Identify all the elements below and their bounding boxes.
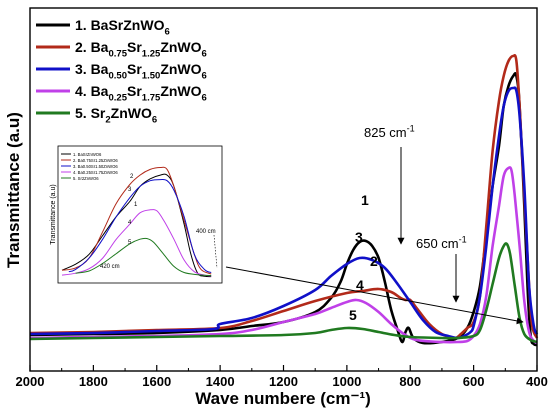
- inset-peak-label-2: 2: [130, 174, 134, 180]
- x-tick-label: 400: [526, 374, 548, 389]
- inset-annotation-400-line: [213, 234, 218, 269]
- inset-series-line-5: [75, 237, 212, 276]
- inset-frame: [57, 145, 223, 284]
- x-ticks: 2000 1800 1600 1400 1200 1000 800 600 400: [16, 365, 548, 389]
- wavenumber-annotations: 825 cm-1 650 cm-1: [364, 124, 467, 251]
- annotation-825: 825 cm-1: [364, 124, 415, 140]
- x-tick-label: 1800: [79, 374, 108, 389]
- arrow-inset-pointer: [225, 266, 524, 325]
- x-tick-label: 1000: [332, 374, 361, 389]
- x-axis-label: Wave numbere (cm⁻¹): [195, 389, 371, 408]
- inset-annotation-400: 400 cm: [196, 229, 216, 235]
- peak-label-2: 2: [370, 253, 378, 269]
- inset-legend-label-3: 3. Ba0.50Sr1.50ZnWO6: [73, 164, 118, 169]
- series-line-5: [29, 242, 538, 344]
- inset-peak-label-3: 3: [128, 187, 132, 193]
- inset-peak-label-5: 5: [128, 240, 132, 246]
- y-axis-label: Transmittance (a.u): [4, 112, 23, 268]
- axis-labels: Wave numbere (cm⁻¹) Transmittance (a.u): [4, 112, 371, 408]
- series-line-4: [29, 166, 538, 345]
- series-curves: [29, 54, 539, 347]
- inset-peak-label-4: 4: [128, 220, 132, 226]
- peak-label-5: 5: [349, 307, 357, 323]
- peak-label-4: 4: [356, 277, 364, 293]
- legend-label-2: 2. Ba0.75Sr1.25ZnWO6: [75, 39, 207, 59]
- peak-label-1: 1: [361, 192, 369, 208]
- x-tick-label: 1200: [269, 374, 298, 389]
- legend-label-3: 3. Ba0.50Sr1.50ZnWO6: [75, 61, 207, 81]
- series-line-1: [29, 72, 538, 347]
- inset-legend-label-5: 5. Sr2ZnWO6: [73, 176, 99, 181]
- inset-legend-label-1: 1. BaSrZnWO6: [73, 152, 102, 157]
- x-tick-label: 800: [399, 374, 421, 389]
- x-tick-label: 1600: [142, 374, 171, 389]
- inset-legend-label-4: 4. Ba0.25Sr1.75ZnWO6: [73, 170, 118, 175]
- x-tick-label: 2000: [16, 374, 45, 389]
- legend-label-5: 5. Sr2ZnWO6: [75, 105, 157, 125]
- annotation-arrows: [225, 147, 524, 325]
- inset-series-line-3: [68, 178, 212, 273]
- inset-series-line-4: [61, 209, 212, 277]
- inset-peak-label-1: 1: [134, 202, 138, 208]
- inset-legend-label-2: 2. Ba0.75Sr1.25ZnWO6: [73, 158, 118, 163]
- legend-label-1: 1. BaSrZnWO6: [75, 17, 170, 37]
- inset-annotation-420: 420 cm: [100, 264, 120, 270]
- series-line-3: [29, 86, 539, 340]
- legend-label-4: 4. Ba0.25Sr1.75ZnWO6: [75, 83, 207, 103]
- x-tick-label: 600: [463, 374, 485, 389]
- annotation-650: 650 cm-1: [416, 235, 467, 251]
- peak-label-3: 3: [355, 229, 363, 245]
- x-tick-label: 1400: [206, 374, 235, 389]
- inset-y-axis-label: Transmittance (a.u): [50, 184, 57, 244]
